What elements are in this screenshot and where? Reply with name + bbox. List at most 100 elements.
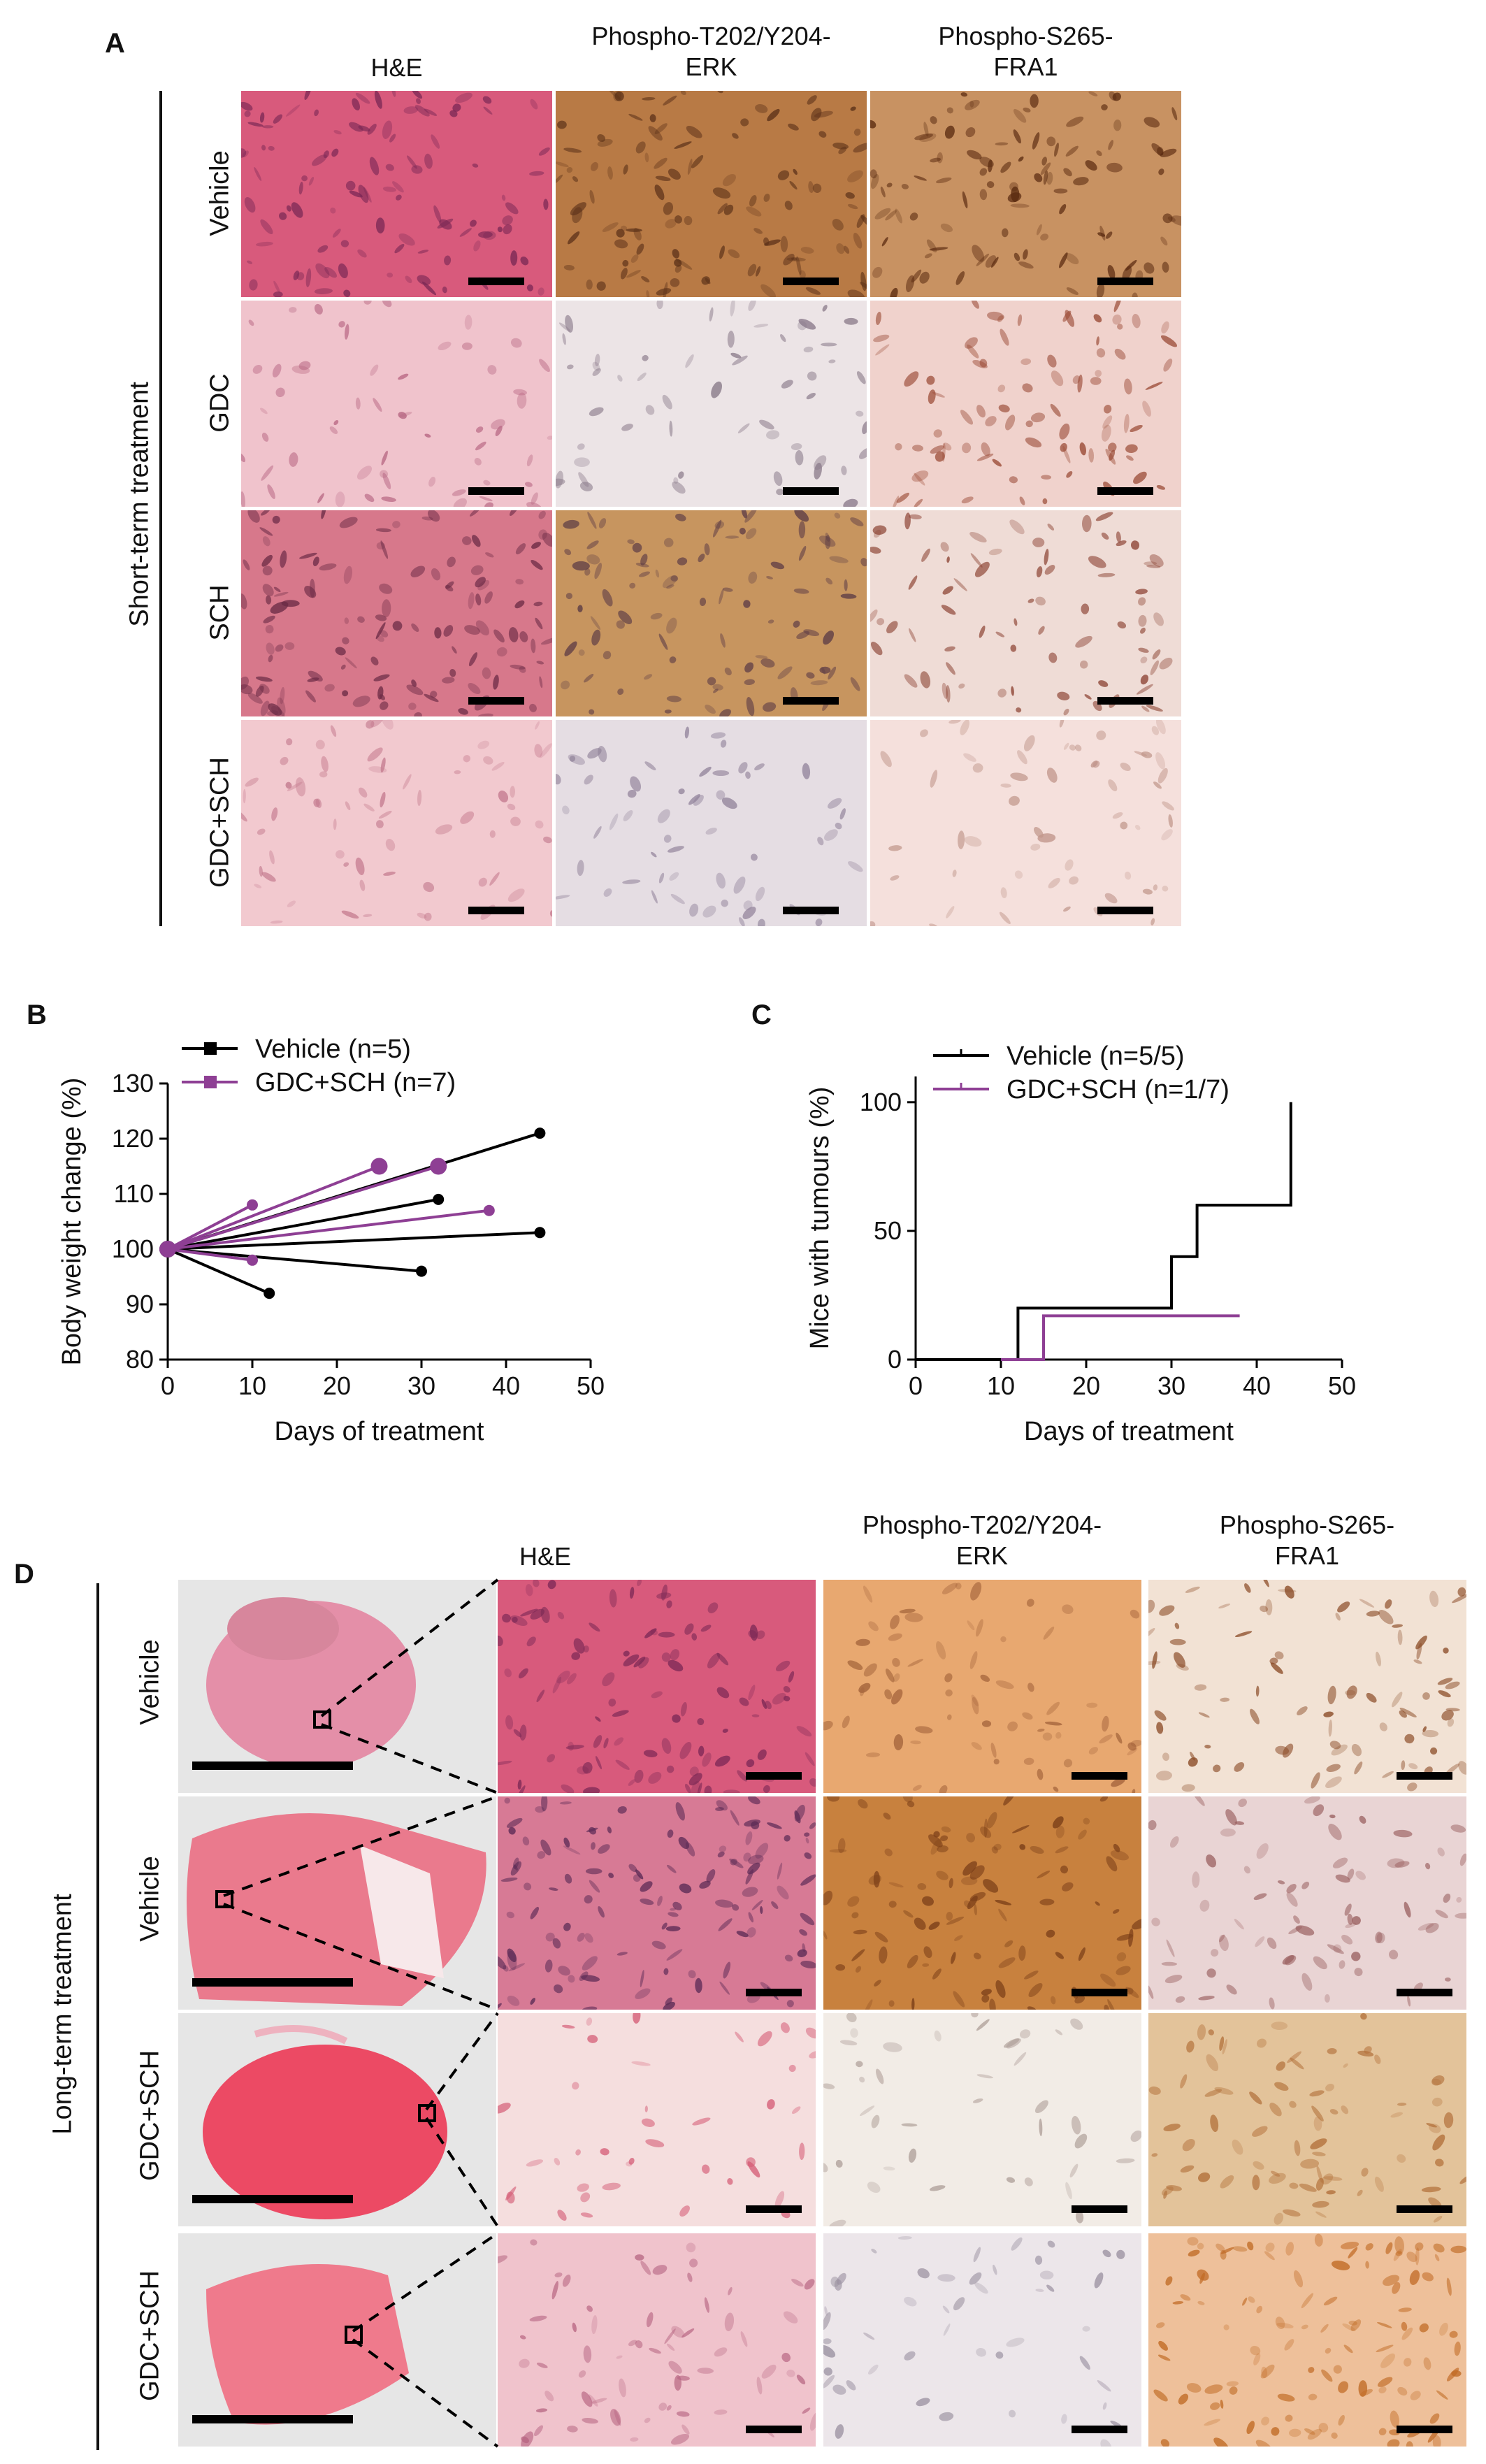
data-point (370, 1158, 388, 1175)
panel-a-col-fra1: Phospho-S265- FRA1 (938, 22, 1113, 81)
x-tick-label: 40 (492, 1371, 520, 1400)
x-tick-label: 30 (1157, 1371, 1185, 1400)
panel-d-tile-r1-c1 (498, 1580, 816, 1793)
y-tick-label: 0 (888, 1345, 902, 1374)
scale-bar (1072, 1772, 1127, 1780)
x-axis-label: Days of treatment (1024, 1417, 1234, 1446)
data-point (247, 1254, 258, 1266)
scale-bar (468, 907, 524, 914)
data-point (534, 1127, 546, 1139)
panel-b-label: B (27, 1000, 47, 1030)
panel-d-tile-r2-c1 (498, 1796, 816, 2010)
y-tick-label: 130 (112, 1069, 154, 1097)
scale-bar (468, 697, 524, 705)
panel-a-tile-r1-c2 (556, 91, 867, 297)
panel-d-col-he: H&E (519, 1542, 572, 1571)
panel-a-tile-r4-c2 (556, 720, 867, 926)
series-line (167, 1231, 540, 1251)
y-tick-label: 50 (874, 1216, 902, 1245)
overview-scale-bar (192, 2195, 353, 2203)
scale-bar (746, 2426, 802, 2433)
panel-d-tile-r4-c3 (1148, 2233, 1466, 2447)
scale-bar (783, 487, 839, 495)
scale-bar (468, 487, 524, 495)
scale-bar (1397, 1989, 1452, 1996)
panel-a-col-he: H&E (370, 53, 423, 82)
series-line (167, 1248, 253, 1262)
legend-label: Vehicle (n=5/5) (1007, 1042, 1185, 1071)
x-tick-label: 50 (577, 1371, 605, 1400)
panel-a-tile-r2-c2 (556, 301, 867, 507)
panel-d-overview-r4 (178, 2233, 496, 2447)
panel-d-tile-r2-c2 (823, 1796, 1141, 2010)
panel-d-tile-r4-c2 (823, 2233, 1141, 2447)
legend-label: GDC+SCH (n=7) (255, 1068, 456, 1097)
series-line (167, 1248, 270, 1295)
scale-bar (1397, 1772, 1452, 1780)
x-tick-label: 50 (1328, 1371, 1356, 1400)
scale-bar (783, 278, 839, 285)
panel-d-overview-r3 (178, 2013, 496, 2226)
series-line (167, 1204, 253, 1251)
data-point (483, 1204, 495, 1216)
scale-bar (1072, 1989, 1127, 1996)
y-tick-label: 100 (112, 1234, 154, 1263)
panel-a-tile-r3-c1 (241, 510, 552, 716)
panel-d-tile-r4-c1 (498, 2233, 816, 2447)
panel-d-overview-r1 (178, 1580, 496, 1793)
scale-bar (783, 907, 839, 914)
zoom-box (418, 2104, 436, 2122)
series-line (167, 1209, 490, 1251)
panel-d-label: D (14, 1559, 34, 1590)
data-point (159, 1241, 176, 1258)
panel-a-tile-r3-c3 (870, 510, 1181, 716)
panel-a-label: A (105, 28, 125, 59)
data-point (247, 1199, 258, 1211)
panel-d-col-erk: Phospho-T202/Y204- ERK (862, 1511, 1102, 1570)
y-axis-label: Mice with tumours (%) (805, 1087, 835, 1350)
data-point (433, 1193, 445, 1205)
panel-a-tile-r3-c2 (556, 510, 867, 716)
scale-bar (746, 1772, 802, 1780)
panel-a-tile-r2-c1 (241, 301, 552, 507)
panel-a-tile-r1-c1 (241, 91, 552, 297)
zoom-box (345, 2326, 363, 2344)
y-tick-label: 100 (860, 1088, 902, 1116)
panel-a-tile-r4-c3 (870, 720, 1181, 926)
data-point (430, 1158, 447, 1175)
x-tick-label: 10 (238, 1371, 266, 1400)
x-tick-label: 30 (407, 1371, 435, 1400)
zoom-box (215, 1890, 233, 1908)
series-line (167, 1248, 422, 1273)
panel-d-tile-r3-c2 (823, 2013, 1141, 2226)
panel-d-tile-r3-c1 (498, 2013, 816, 2226)
scale-bar (1097, 487, 1153, 495)
panel-d-tile-r2-c3 (1148, 1796, 1466, 2010)
data-point (416, 1265, 427, 1277)
panel-d-tile-r1-c3 (1148, 1580, 1466, 1793)
series-step-line (916, 1102, 1292, 1361)
scale-bar (746, 1989, 802, 1996)
panel-c-label: C (751, 1000, 772, 1030)
panel-d-overview-r2 (178, 1796, 496, 2010)
panel-a-tile-r4-c1 (241, 720, 552, 926)
series-step-line (1001, 1314, 1240, 1361)
scale-bar (1397, 2205, 1452, 2213)
legend-label: GDC+SCH (n=1/7) (1007, 1075, 1229, 1104)
panel-d-group-bracket (96, 1583, 99, 2450)
overview-scale-bar (192, 1978, 353, 1987)
scale-bar (1097, 907, 1153, 914)
panel-a-group-bracket (159, 91, 162, 926)
x-tick-label: 0 (909, 1371, 923, 1400)
y-axis-label: Body weight change (%) (57, 1078, 87, 1366)
y-tick-label: 120 (112, 1124, 154, 1153)
panel-d-tile-r3-c3 (1148, 2013, 1466, 2226)
scale-bar (1072, 2205, 1127, 2213)
x-tick-label: 40 (1243, 1371, 1271, 1400)
x-tick-label: 0 (161, 1371, 175, 1400)
x-tick-label: 20 (1072, 1371, 1100, 1400)
chart-b: 0 10 20 30 40 50 80 90 100 110 120 130 Days of treat… (57, 1035, 605, 1446)
panel-d-tile-r1-c2 (823, 1580, 1141, 1793)
scale-bar (1097, 278, 1153, 285)
legend-label: Vehicle (n=5) (255, 1035, 411, 1064)
